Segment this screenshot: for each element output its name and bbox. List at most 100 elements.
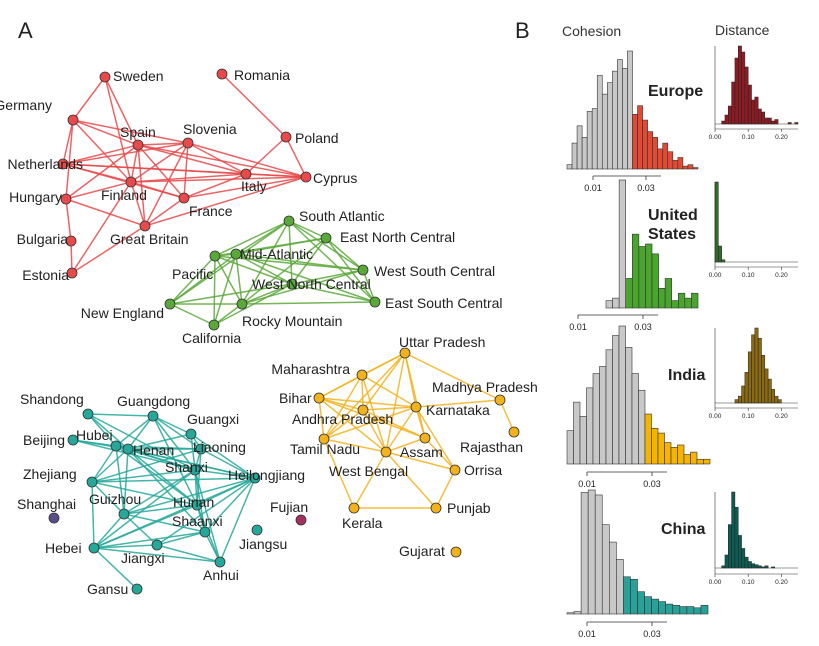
- node-label-france: France: [189, 203, 233, 219]
- network-edge: [127, 448, 256, 479]
- network-edge: [323, 438, 387, 453]
- cohesion-bar-null: [612, 70, 618, 170]
- network-edge: [130, 142, 189, 183]
- node-california: [208, 319, 220, 331]
- network-edge: [93, 513, 125, 549]
- distance-bar: [734, 57, 739, 125]
- node-label-poland: Poland: [295, 130, 339, 146]
- node-madhya-pradesh: [494, 394, 506, 406]
- node-label-mid-atlantic: Mid-Atlantic: [240, 246, 313, 262]
- network-edge: [424, 437, 456, 471]
- cohesion-bar-null: [612, 297, 620, 309]
- distance-bar: [741, 385, 746, 404]
- network-edge: [62, 163, 307, 178]
- node-netherlands: [57, 158, 69, 170]
- node-south-atlantic: [283, 215, 295, 227]
- network-edge: [62, 144, 139, 165]
- cohesion-bar-observed: [631, 233, 640, 309]
- cohesion-bar-null: [586, 111, 593, 170]
- cohesion-hist-0: 0.01 0.03 Europe: [566, 50, 703, 193]
- cohesion-bar-observed: [692, 167, 699, 170]
- cohesion-bar-null: [571, 142, 578, 170]
- network-edge: [361, 374, 364, 411]
- cohesion-bar-null: [586, 387, 594, 465]
- distance-tick-label: 0.20: [775, 413, 788, 420]
- node-label-andhra-pradesh: Andhra Pradesh: [292, 411, 393, 427]
- network-edge: [115, 445, 198, 506]
- network-edge: [130, 176, 307, 183]
- distance-bar: [731, 491, 736, 569]
- distance-bar: [744, 556, 749, 569]
- network-edge: [385, 352, 406, 453]
- node-andhra-pradesh: [357, 404, 369, 416]
- network-edge: [65, 198, 146, 227]
- node-label-liaoning: Liaoning: [193, 439, 246, 455]
- network-edge: [65, 119, 74, 200]
- distance-hist-3: 0.00 0.10 0.20: [709, 491, 798, 586]
- distance-bar: [737, 395, 742, 404]
- cohesion-bar-observed: [690, 451, 698, 465]
- network-edge: [71, 225, 146, 274]
- node-west-bengal: [380, 446, 392, 458]
- node-label-east-north-central: East North Central: [340, 229, 455, 245]
- node-guangxi: [185, 428, 197, 440]
- network-edge: [123, 469, 196, 515]
- distance-tick-label: 0.10: [742, 579, 755, 586]
- network-graph: Sweden Romania Germany Spain Slovenia Poland N…: [0, 67, 538, 597]
- network-edge: [91, 469, 196, 483]
- network-edge: [204, 531, 221, 563]
- node-assam: [419, 432, 431, 444]
- region-label: China: [661, 521, 706, 538]
- distance-bar: [747, 84, 752, 125]
- network-edge: [62, 119, 74, 165]
- network-edge: [65, 181, 132, 200]
- cohesion-bar-observed: [630, 578, 638, 615]
- cohesion-bar-observed: [651, 428, 659, 465]
- network-edge: [130, 173, 247, 183]
- node-pacific: [209, 250, 221, 262]
- network-edge: [130, 181, 146, 227]
- cohesion-bar-null: [625, 347, 633, 465]
- cohesion-bar-observed: [677, 292, 686, 309]
- cohesion-bar-null: [608, 541, 617, 615]
- cohesion-bar-observed: [651, 598, 659, 615]
- distance-bar: [721, 259, 726, 263]
- network-edge: [123, 513, 206, 533]
- network-edge: [130, 144, 139, 183]
- network-edge: [214, 255, 293, 285]
- node-label-pacific: Pacific: [172, 266, 213, 282]
- network-nodes: [48, 68, 520, 595]
- distance-bar: [751, 563, 756, 569]
- distance-bar: [728, 105, 732, 125]
- network-edge: [144, 197, 185, 227]
- network-edge: [152, 415, 192, 435]
- node-shanghai: [48, 512, 60, 524]
- node-label-estonia: Estonia: [22, 267, 69, 283]
- cohesion-bar-observed: [644, 413, 652, 465]
- network-edge: [62, 142, 189, 165]
- distance-bar: [764, 565, 769, 569]
- cohesion-hist-3: 0.01 0.03 China: [566, 489, 709, 639]
- network-edge: [93, 547, 221, 563]
- cohesion-bar-observed: [677, 157, 684, 170]
- node-jiangxi: [151, 539, 163, 551]
- distance-hist-1: 0.00 0.10 0.20: [709, 181, 798, 279]
- network-edge: [87, 413, 154, 417]
- cohesion-bar-observed: [664, 278, 673, 309]
- network-edge: [323, 406, 417, 440]
- node-label-hungary: Hungary: [9, 189, 62, 205]
- distance-bar: [751, 99, 756, 125]
- cohesion-bar-observed: [665, 603, 674, 615]
- network-edge: [144, 176, 307, 227]
- network-edge: [385, 437, 426, 453]
- network-edge: [156, 531, 206, 546]
- node-label-rocky-mountain: Rocky Mountain: [242, 313, 342, 329]
- distance-tick-label: 0.10: [742, 134, 755, 141]
- cohesion-bar-observed: [677, 444, 685, 465]
- network-edge: [91, 481, 198, 506]
- panel-letter-b: B: [515, 18, 530, 43]
- network-edge: [93, 477, 256, 549]
- distance-bar: [754, 564, 759, 569]
- node-label-germany: Germany: [0, 97, 52, 113]
- node-west-north-central: [286, 278, 298, 290]
